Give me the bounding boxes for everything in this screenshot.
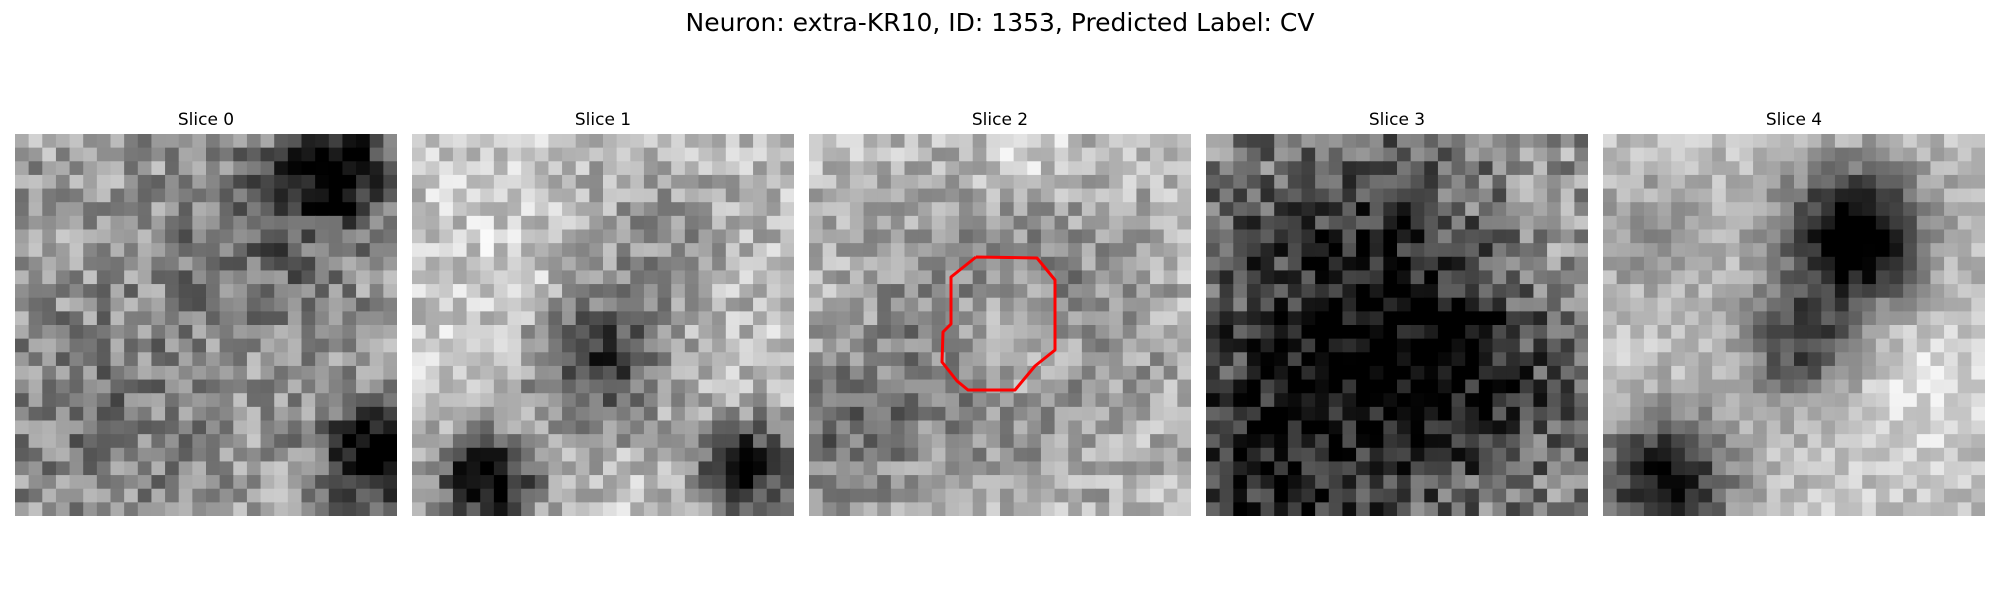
slice-image-4: [1603, 134, 1985, 516]
slice-image-0: [15, 134, 397, 516]
slice-title: Slice 2: [971, 110, 1029, 130]
slice-panel-2: Slice 2: [809, 110, 1191, 516]
slice-pixels: [1603, 134, 1985, 516]
slice-pixels: [1206, 134, 1588, 516]
slice-pixels: [412, 134, 794, 516]
figure-title: Neuron: extra-KR10, ID: 1353, Predicted …: [685, 8, 1315, 37]
slice-panel-4: Slice 4: [1603, 110, 1985, 516]
slice-title: Slice 3: [1368, 110, 1426, 130]
slice-image-1: [412, 134, 794, 516]
slice-image-2: [809, 134, 1191, 516]
roi-contour: [940, 255, 1057, 392]
slice-panel-0: Slice 0: [15, 110, 397, 516]
slice-title: Slice 4: [1765, 110, 1823, 130]
slice-panel-3: Slice 3: [1206, 110, 1588, 516]
slice-pixels: [15, 134, 397, 516]
slice-title: Slice 1: [574, 110, 632, 130]
slice-title: Slice 0: [177, 110, 235, 130]
slice-pixels: [809, 134, 1191, 516]
slice-panel-1: Slice 1: [412, 110, 794, 516]
slice-image-3: [1206, 134, 1588, 516]
